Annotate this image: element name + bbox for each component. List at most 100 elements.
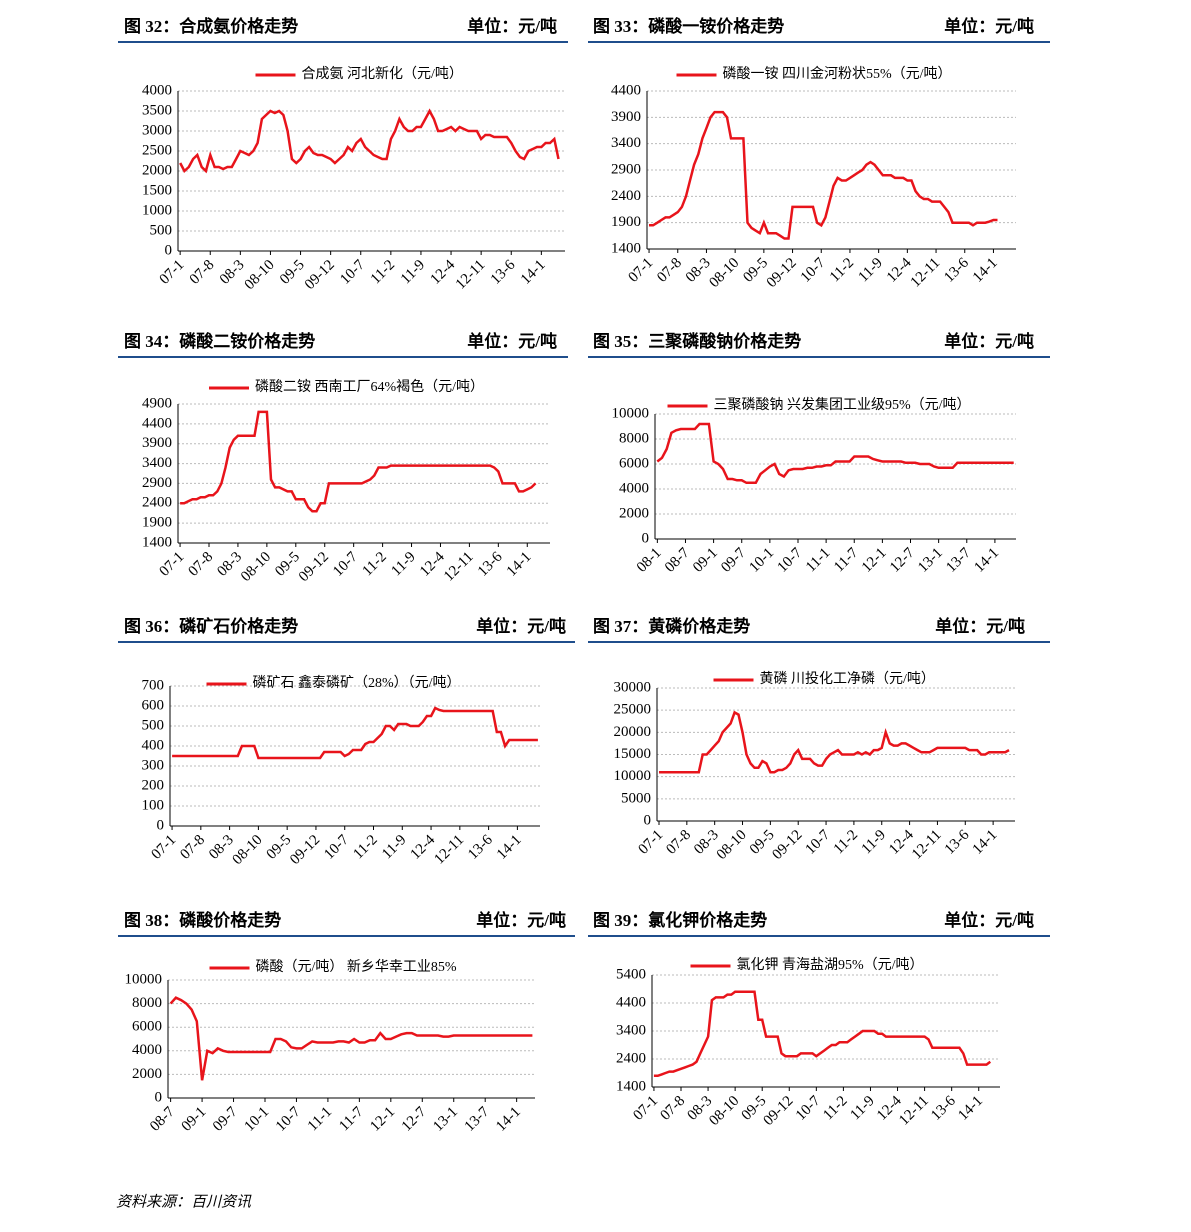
x-tick-label: 09-12 xyxy=(764,255,800,291)
x-tick-label: 07-1 xyxy=(635,827,666,858)
y-tick-label: 0 xyxy=(155,1089,163,1105)
x-tick-label: 08-10 xyxy=(242,257,278,293)
x-tick-label: 07-8 xyxy=(654,255,685,286)
x-tick-label: 10-1 xyxy=(746,545,777,576)
legend-label: 磷酸一铵 四川金河粉状55%（元/吨） xyxy=(723,66,952,82)
x-tick-label: 07-8 xyxy=(657,1093,688,1124)
y-tick-label: 15000 xyxy=(614,746,652,762)
y-tick-label: 25000 xyxy=(614,702,652,718)
y-tick-label: 3000 xyxy=(142,122,172,138)
price-line xyxy=(180,410,537,513)
x-tick-label: 12-11 xyxy=(453,257,489,293)
x-tick-label: 11-1 xyxy=(305,1104,335,1134)
unit-label: 单位：元/吨 xyxy=(467,16,557,36)
x-tick-label: 09-1 xyxy=(690,545,721,576)
x-tick-label: 12-11 xyxy=(896,1093,932,1129)
figure-title: 图 38：磷酸价格走势 xyxy=(124,910,281,930)
y-tick-label: 10000 xyxy=(125,971,163,987)
y-tick-label: 2900 xyxy=(142,475,172,491)
x-tick-label: 10-1 xyxy=(241,1104,272,1135)
y-tick-label: 2000 xyxy=(142,162,172,178)
price-line xyxy=(179,108,560,174)
x-tick-label: 08-7 xyxy=(147,1104,178,1135)
y-tick-label: 6000 xyxy=(132,1019,162,1035)
unit-label: 单位：元/吨 xyxy=(935,616,1025,636)
figure-title: 图 32：合成氨价格走势 xyxy=(124,16,298,36)
y-tick-label: 4400 xyxy=(142,415,172,431)
unit-label: 单位：元/吨 xyxy=(467,331,557,351)
figure-title: 图 34：磷酸二铵价格走势 xyxy=(124,331,315,351)
x-tick-label: 11-2 xyxy=(350,832,380,862)
price-line xyxy=(653,990,992,1078)
x-tick-label: 12-11 xyxy=(431,832,467,868)
unit-label: 单位：元/吨 xyxy=(944,910,1034,930)
legend-label: 三聚磷酸钠 兴发集团工业级95%（元/吨） xyxy=(714,396,971,413)
y-tick-label: 5000 xyxy=(621,790,651,806)
x-tick-label: 07-8 xyxy=(185,549,216,580)
x-tick-label: 13-7 xyxy=(943,545,974,576)
y-tick-label: 10000 xyxy=(612,405,650,421)
y-tick-label: 1400 xyxy=(616,1078,646,1094)
x-tick-label: 10-7 xyxy=(774,545,805,576)
figure-title: 图 33：磷酸一铵价格走势 xyxy=(593,16,784,36)
price-line xyxy=(169,996,533,1081)
y-tick-label: 700 xyxy=(142,677,165,693)
x-tick-label: 13-1 xyxy=(915,545,946,576)
y-tick-label: 1500 xyxy=(142,182,172,198)
x-tick-label: 13-6 xyxy=(941,255,972,286)
x-tick-label: 10-7 xyxy=(321,832,352,863)
figure-title: 图 36：磷矿石价格走势 xyxy=(124,616,298,636)
y-tick-label: 5400 xyxy=(616,966,646,982)
y-tick-label: 2000 xyxy=(132,1066,162,1082)
price-line xyxy=(656,422,1014,485)
x-tick-label: 07-1 xyxy=(157,257,188,288)
x-tick-label: 07-1 xyxy=(149,832,180,863)
x-tick-label: 08-10 xyxy=(706,1093,742,1129)
x-tick-label: 07-1 xyxy=(157,549,188,580)
x-tick-label: 10-7 xyxy=(337,257,368,288)
x-tick-label: 10-7 xyxy=(798,255,829,286)
x-tick-label: 09-12 xyxy=(296,549,332,585)
x-tick-label: 11-2 xyxy=(820,1093,850,1123)
x-tick-label: 11-9 xyxy=(398,257,428,287)
y-tick-label: 1400 xyxy=(611,240,641,256)
y-tick-label: 4400 xyxy=(616,994,646,1010)
legend-label: 黄磷 川投化工净磷（元/吨） xyxy=(760,670,935,687)
x-tick-label: 08-10 xyxy=(238,549,274,585)
y-tick-label: 2000 xyxy=(619,505,649,521)
x-tick-label: 13-1 xyxy=(430,1104,461,1135)
x-tick-label: 12-11 xyxy=(441,549,477,585)
y-tick-label: 1000 xyxy=(142,202,172,218)
x-tick-label: 08-10 xyxy=(706,255,742,291)
source-note: 资料来源：百川资讯 xyxy=(116,1193,252,1210)
x-tick-label: 13-7 xyxy=(462,1104,493,1135)
x-tick-label: 12-7 xyxy=(399,1104,430,1135)
unit-label: 单位：元/吨 xyxy=(944,331,1034,351)
x-tick-label: 14-1 xyxy=(518,257,549,288)
y-tick-label: 3400 xyxy=(142,455,172,471)
y-tick-label: 600 xyxy=(142,697,165,713)
y-tick-label: 0 xyxy=(165,242,173,258)
x-tick-label: 11-7 xyxy=(831,545,862,576)
x-tick-label: 14-1 xyxy=(955,1093,986,1124)
x-tick-label: 14-1 xyxy=(493,1104,524,1135)
x-tick-label: 07-8 xyxy=(177,832,208,863)
x-tick-label: 08-10 xyxy=(714,827,750,863)
y-tick-label: 2900 xyxy=(611,161,641,177)
y-tick-label: 1400 xyxy=(142,534,172,550)
y-tick-label: 3500 xyxy=(142,102,172,118)
y-tick-label: 300 xyxy=(142,757,165,773)
y-tick-label: 8000 xyxy=(619,430,649,446)
x-tick-label: 11-2 xyxy=(368,257,398,287)
legend-label: 合成氨 河北新化（元/吨） xyxy=(302,66,463,82)
y-tick-label: 3900 xyxy=(611,109,641,125)
x-tick-label: 09-1 xyxy=(179,1104,210,1135)
x-tick-label: 10-7 xyxy=(803,827,834,858)
legend-label: 氯化钾 青海盐湖95%（元/吨） xyxy=(737,957,924,973)
x-tick-label: 12-1 xyxy=(859,545,890,576)
y-tick-label: 2400 xyxy=(616,1050,646,1066)
x-tick-label: 11-9 xyxy=(379,832,409,862)
x-tick-label: 08-1 xyxy=(634,545,665,576)
